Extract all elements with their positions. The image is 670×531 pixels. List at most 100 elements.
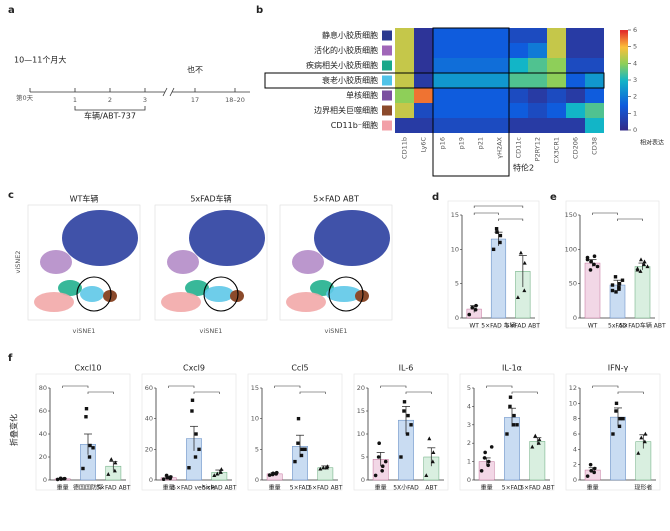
colorbar-segment: [620, 58, 628, 61]
column-label: P2RY12: [534, 137, 542, 161]
colorbar-segment: [620, 80, 628, 83]
heatmap-cell: [395, 28, 414, 43]
colorbar-segment: [620, 48, 628, 51]
panel-letter: f: [8, 353, 13, 364]
heatmap-cell: [509, 88, 528, 103]
x-tick-label: 5×FAD ABT: [202, 485, 237, 492]
x-tick-label: 德国国防军: [73, 484, 103, 492]
heatmap-cell: [471, 43, 490, 58]
colorbar-tick-label: 1: [633, 109, 637, 117]
colorbar-segment: [620, 114, 628, 117]
axis-break: [169, 87, 175, 97]
axis-label: viSNE1: [200, 327, 223, 335]
panel-letter: c: [8, 190, 14, 201]
data-point: [530, 444, 535, 449]
heatmap-cell: [585, 88, 604, 103]
note-label: 也不: [187, 65, 203, 75]
data-point: [377, 441, 381, 446]
data-point: [589, 469, 593, 473]
data-point: [112, 468, 117, 473]
y-tick-label: 15: [451, 211, 459, 219]
heatmap-cell: [471, 58, 490, 73]
data-point: [161, 477, 166, 482]
colorbar-segment: [620, 76, 628, 79]
significance-bracket: [380, 385, 407, 388]
data-point: [515, 423, 519, 427]
colorbar-segment: [620, 68, 628, 71]
heatmap-cell: [490, 103, 509, 118]
panel-letter: d: [432, 192, 439, 203]
axis-break: [162, 87, 168, 97]
heatmap-cell: [471, 118, 490, 133]
colorbar-segment: [620, 36, 628, 39]
data-point: [376, 455, 381, 459]
data-point: [639, 435, 644, 440]
heatmap-cell: [433, 28, 452, 43]
y-tick-label: 4: [467, 402, 471, 410]
data-point: [430, 459, 435, 464]
cluster: [189, 210, 265, 266]
y-tick-label: 15: [357, 407, 365, 415]
data-point: [406, 413, 410, 418]
y-tick-label: 2: [467, 439, 471, 447]
data-point: [81, 466, 85, 471]
panel-letter: b: [256, 5, 263, 16]
x-tick-label: 5×FAD: [290, 485, 311, 492]
colorbar-segment: [620, 108, 628, 111]
plot-frame: [141, 373, 237, 491]
colorbar-segment: [620, 34, 628, 37]
cluster: [62, 210, 138, 266]
data-point: [218, 470, 223, 474]
data-point: [483, 450, 487, 455]
significance-bracket: [592, 385, 619, 388]
bar: [584, 262, 601, 319]
data-point: [91, 446, 95, 450]
y-tick-label: 5: [361, 453, 365, 461]
colorbar-segment: [620, 86, 628, 89]
colorbar-segment: [620, 84, 628, 87]
heatmap-cell: [528, 58, 547, 73]
y-tick-label: 80: [39, 384, 47, 392]
y-tick-label: 20: [39, 453, 47, 461]
x-tick-label: 重量: [375, 484, 387, 492]
age-label: 10—11个月大: [14, 55, 66, 65]
y-tick-label: 8: [573, 415, 577, 423]
significance-bracket: [486, 385, 513, 388]
y-tick-label: 60: [39, 407, 47, 415]
data-point: [617, 287, 621, 291]
chart-title: IFN-γ: [608, 364, 629, 373]
colorbar-segment: [620, 120, 628, 123]
data-point: [642, 259, 647, 264]
data-point: [424, 473, 429, 477]
data-point: [636, 450, 641, 455]
heatmap-cell: [547, 88, 566, 103]
column-label: Ly6C: [420, 137, 428, 153]
column-label: p16: [439, 137, 447, 149]
data-point: [409, 423, 413, 427]
cluster: [34, 292, 74, 312]
heatmap-cell: [490, 58, 509, 73]
cluster: [355, 290, 369, 302]
data-point: [511, 423, 516, 427]
data-point: [190, 409, 194, 413]
heatmap-cell: [547, 28, 566, 43]
data-point: [592, 466, 597, 471]
data-point: [325, 464, 330, 469]
data-point: [431, 450, 436, 454]
heatmap-cell: [414, 88, 433, 103]
heatmap-cell: [395, 103, 414, 118]
chart-title: IL-6: [399, 364, 414, 373]
colorbar-segment: [620, 70, 628, 73]
y-tick-label: 100: [565, 245, 577, 253]
colorbar-tick-label: 6: [633, 26, 637, 34]
y-tick-label: 0: [573, 314, 577, 322]
heatmap-cell: [490, 28, 509, 43]
data-point: [588, 268, 593, 272]
data-point: [617, 285, 621, 289]
heatmap-cell: [547, 73, 566, 88]
data-point: [212, 473, 217, 477]
colorbar-segment: [620, 74, 628, 77]
significance-bracket: [274, 385, 301, 388]
y-tick-label: 0: [361, 476, 365, 484]
data-point: [296, 441, 300, 445]
